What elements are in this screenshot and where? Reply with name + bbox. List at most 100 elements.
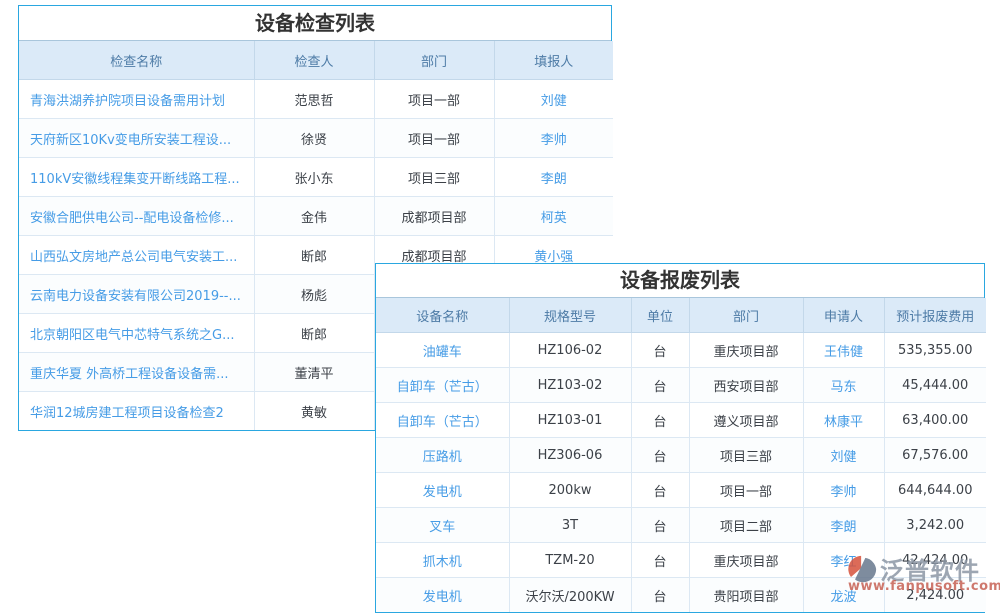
scrap-cell: 项目二部: [689, 507, 804, 543]
inspection-cell: 范思哲: [254, 79, 375, 119]
scrap-cell: 西安项目部: [689, 367, 804, 403]
scrap-cell: 重庆项目部: [689, 332, 804, 368]
scrap-cell: 重庆项目部: [689, 542, 804, 578]
scrap-cell: 67,576.00: [884, 437, 986, 473]
inspection-table-row: 天府新区10Kv变电所安装工程设... 徐贤 项目一部 李帅: [19, 118, 613, 158]
scrap-cell: HZ103-01: [509, 402, 632, 438]
scrap-cell: 遵义项目部: [689, 402, 804, 438]
scrap-table-title: 设备报废列表: [376, 264, 984, 298]
scrap-cell: HZ103-02: [509, 367, 632, 403]
scrap-link-cell[interactable]: 李红: [803, 542, 885, 578]
scrap-table-row: 抓木机 TZM-20 台重庆项目部 李红 42,424.00: [376, 542, 986, 578]
scrap-column-header: 部门: [689, 298, 804, 333]
scrap-link-cell[interactable]: 发电机: [376, 577, 510, 612]
scrap-link-cell[interactable]: 龙波: [803, 577, 885, 612]
scrap-link-cell[interactable]: 叉车: [376, 507, 510, 543]
inspection-cell: 金伟: [254, 196, 375, 236]
scrap-cell: 3,242.00: [884, 507, 986, 543]
scrap-table-grid: 设备名称 规格型号 单位 部门 申请人 预计报废费用 油罐车 HZ106-02 台重庆项目部王…: [376, 298, 986, 612]
scrap-cell: 200kw: [509, 472, 632, 508]
scrap-cell: 2,424.00: [884, 577, 986, 612]
scrap-cell: 贵阳项目部: [689, 577, 804, 612]
scrap-table-row: 油罐车 HZ106-02 台重庆项目部 王伟健 535,355.00: [376, 332, 986, 368]
inspection-link-cell[interactable]: 重庆华夏 外高桥工程设备设备需...: [19, 352, 255, 392]
scrap-link-cell[interactable]: 林康平: [803, 402, 885, 438]
scrap-table-row: 自卸车（芒古） HZ103-01 台遵义项目部 林康平 63,400.00: [376, 402, 986, 438]
scrap-column-header: 预计报废费用: [884, 298, 986, 333]
scrap-cell: 台: [631, 437, 690, 473]
inspection-cell: 董清平: [254, 352, 375, 392]
inspection-cell: 项目一部: [374, 118, 495, 158]
scrap-cell: 63,400.00: [884, 402, 986, 438]
inspection-link-cell[interactable]: 柯英: [494, 196, 613, 236]
scrap-cell: 台: [631, 332, 690, 368]
scrap-column-header: 规格型号: [509, 298, 632, 333]
inspection-link-cell[interactable]: 安徽合肥供电公司--配电设备检修...: [19, 196, 255, 236]
inspection-link-cell[interactable]: 李帅: [494, 118, 613, 158]
scrap-column-header: 申请人: [803, 298, 885, 333]
inspection-link-cell[interactable]: 天府新区10Kv变电所安装工程设...: [19, 118, 255, 158]
inspection-cell: 徐贤: [254, 118, 375, 158]
inspection-cell: 项目三部: [374, 157, 495, 197]
scrap-link-cell[interactable]: 马东: [803, 367, 885, 403]
inspection-link-cell[interactable]: 山西弘文房地产总公司电气安装工...: [19, 235, 255, 275]
inspection-link-cell[interactable]: 青海洪湖养护院项目设备需用计划: [19, 79, 255, 119]
scrap-table-row: 自卸车（芒古） HZ103-02 台西安项目部 马东 45,444.00: [376, 367, 986, 403]
inspection-cell: 张小东: [254, 157, 375, 197]
scrap-cell: HZ306-06: [509, 437, 632, 473]
inspection-column-header: 填报人: [494, 41, 613, 80]
scrap-link-cell[interactable]: 自卸车（芒古）: [376, 367, 510, 403]
scrap-cell: TZM-20: [509, 542, 632, 578]
scrap-cell: 台: [631, 402, 690, 438]
scrap-link-cell[interactable]: 发电机: [376, 472, 510, 508]
inspection-cell: 杨彪: [254, 274, 375, 314]
scrap-cell: 644,644.00: [884, 472, 986, 508]
inspection-cell: 断郎: [254, 313, 375, 353]
inspection-table-row: 110kV安徽线程集变开断线路工程... 张小东 项目三部 李朗: [19, 157, 613, 197]
scrap-cell: 3T: [509, 507, 632, 543]
scrap-column-header: 单位: [631, 298, 690, 333]
scrap-table-row: 叉车 3T 台项目二部 李朗 3,242.00: [376, 507, 986, 543]
inspection-header-row: 检查名称 检查人 部门 填报人: [19, 41, 613, 80]
scrap-link-cell[interactable]: 油罐车: [376, 332, 510, 368]
inspection-link-cell[interactable]: 华润12城房建工程项目设备检查2: [19, 391, 255, 430]
scrap-link-cell[interactable]: 压路机: [376, 437, 510, 473]
scrap-link-cell[interactable]: 李帅: [803, 472, 885, 508]
inspection-cell: 断郎: [254, 235, 375, 275]
inspection-link-cell[interactable]: 李朗: [494, 157, 613, 197]
scrap-link-cell[interactable]: 刘健: [803, 437, 885, 473]
inspection-table-row: 青海洪湖养护院项目设备需用计划 范思哲 项目一部 刘健: [19, 79, 613, 119]
scrap-cell: 台: [631, 577, 690, 612]
scrap-link-cell[interactable]: 自卸车（芒古）: [376, 402, 510, 438]
scrap-cell: 项目三部: [689, 437, 804, 473]
scrap-cell: 项目一部: [689, 472, 804, 508]
inspection-table-title: 设备检查列表: [19, 6, 611, 41]
scrap-table-row: 发电机 沃尔沃/200KW 台贵阳项目部 龙波 2,424.00: [376, 577, 986, 612]
scrap-cell: 沃尔沃/200KW: [509, 577, 632, 612]
scrap-cell: 45,444.00: [884, 367, 986, 403]
inspection-table: 设备检查列表 检查名称 检查人 部门 填报人 青海洪湖养护院项目设备需用计划 范思哲 项目…: [18, 5, 613, 431]
scrap-cell: HZ106-02: [509, 332, 632, 368]
scrap-header-row: 设备名称 规格型号 单位 部门 申请人 预计报废费用: [376, 298, 986, 333]
inspection-link-cell[interactable]: 110kV安徽线程集变开断线路工程...: [19, 157, 255, 197]
inspection-cell: 黄敏: [254, 391, 375, 430]
scrap-cell: 台: [631, 507, 690, 543]
inspection-column-header: 检查名称: [19, 41, 255, 80]
inspection-table-grid: 检查名称 检查人 部门 填报人 青海洪湖养护院项目设备需用计划 范思哲 项目一部 刘健 天府新…: [19, 41, 613, 430]
scrap-cell: 台: [631, 472, 690, 508]
scrap-link-cell[interactable]: 抓木机: [376, 542, 510, 578]
inspection-table-row: 安徽合肥供电公司--配电设备检修... 金伟 成都项目部 柯英: [19, 196, 613, 236]
scrap-column-header: 设备名称: [376, 298, 510, 333]
scrap-table: 设备报废列表 设备名称 规格型号 单位 部门 申请人 预计报废费用 油罐车 HZ106-02…: [375, 263, 986, 613]
scrap-cell: 台: [631, 542, 690, 578]
inspection-cell: 项目一部: [374, 79, 495, 119]
scrap-link-cell[interactable]: 李朗: [803, 507, 885, 543]
scrap-table-row: 压路机 HZ306-06 台项目三部 刘健 67,576.00: [376, 437, 986, 473]
inspection-link-cell[interactable]: 刘健: [494, 79, 613, 119]
scrap-link-cell[interactable]: 王伟健: [803, 332, 885, 368]
scrap-cell: 535,355.00: [884, 332, 986, 368]
inspection-column-header: 部门: [374, 41, 495, 80]
inspection-link-cell[interactable]: 云南电力设备安装有限公司2019--...: [19, 274, 255, 314]
inspection-link-cell[interactable]: 北京朝阳区电气中芯特气系统之G...: [19, 313, 255, 353]
inspection-cell: 成都项目部: [374, 196, 495, 236]
